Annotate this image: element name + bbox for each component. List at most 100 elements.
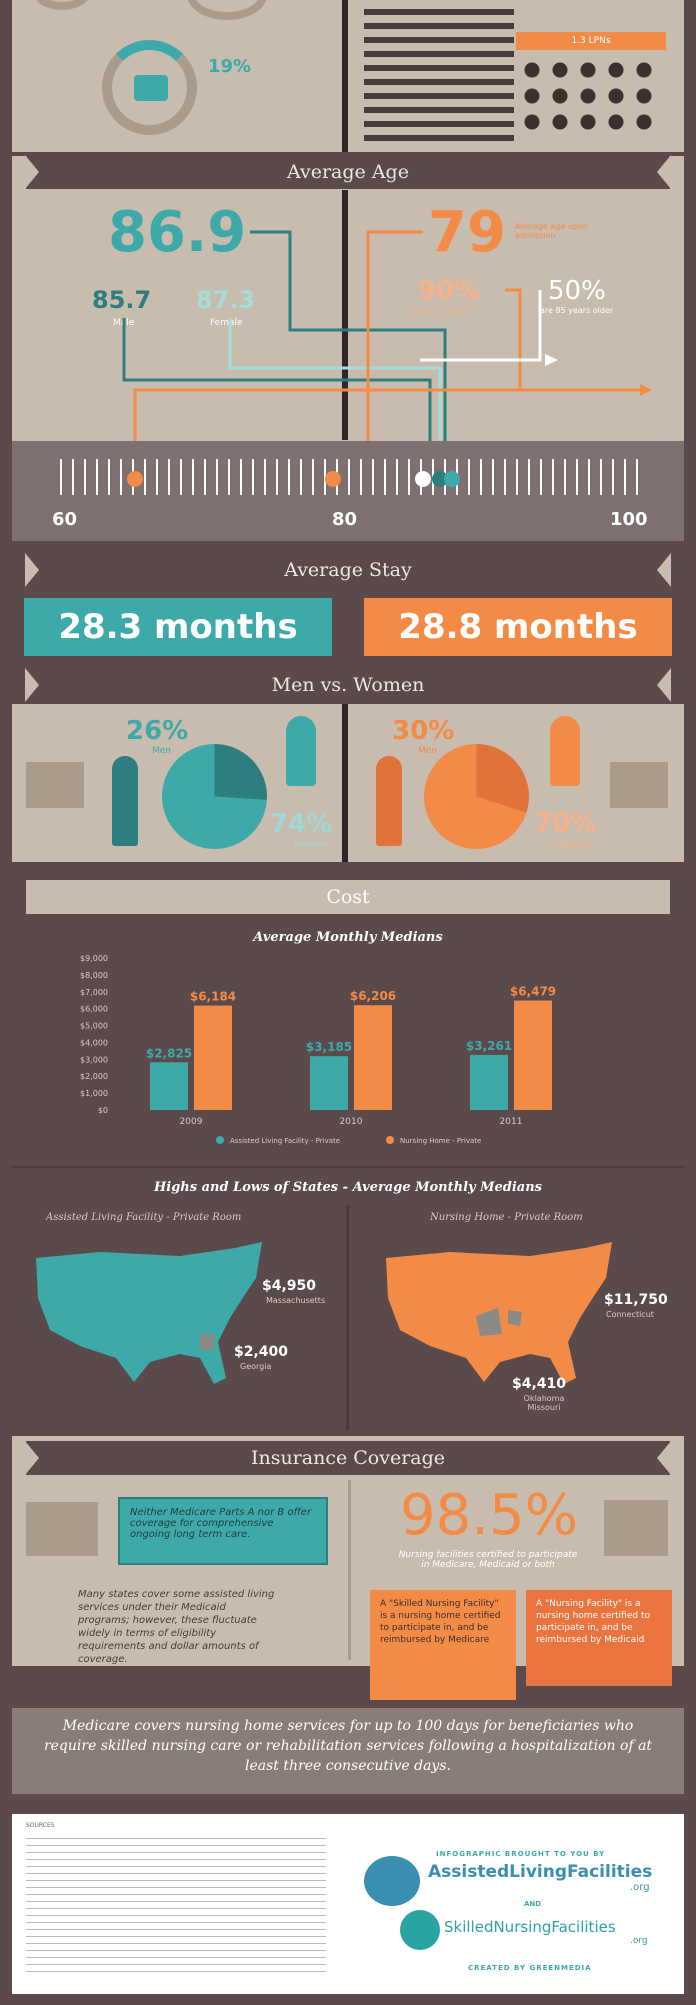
marker-overall — [444, 471, 460, 487]
big-pct-label: Nursing facilities certified to particip… — [398, 1550, 578, 1570]
big-pct: 98.5% — [400, 1483, 578, 1548]
age-50pct-label: are 85 years older — [540, 306, 614, 315]
insurance-title: Insurance Coverage — [25, 1441, 671, 1475]
stay-left: 28.3 months — [24, 598, 332, 656]
building-icon — [26, 1502, 98, 1556]
medicare-note: Neither Medicare Parts A nor B offer cov… — [118, 1497, 328, 1565]
brand2: SkilledNursingFacilities — [444, 1918, 616, 1936]
left-women-label: Women — [294, 840, 328, 850]
sources-list — [26, 1834, 326, 1972]
left-high-value: $4,950 — [262, 1278, 317, 1294]
legend-label: Assisted Living Facility - Private — [230, 1137, 340, 1145]
legend-swatch — [216, 1136, 224, 1144]
donut-19pct — [102, 40, 197, 135]
legend-label: Nursing Home - Private — [400, 1137, 481, 1145]
x-tick-label: 2010 — [340, 1117, 363, 1127]
ruler-label-60: 60 — [52, 509, 78, 530]
woman-icon — [550, 716, 580, 786]
map-right-label: Nursing Home - Private Room — [430, 1212, 583, 1223]
left-high-state: Massachusetts — [266, 1296, 326, 1305]
bar-value-label: $2,825 — [146, 1046, 192, 1060]
man-icon — [112, 756, 138, 846]
medicare-banner: Medicare covers nursing home services fo… — [43, 1718, 653, 1774]
y-tick-label: $4,000 — [80, 1038, 108, 1047]
left-men-pct: 26% — [126, 716, 189, 746]
brand1: AssistedLivingFacilities — [428, 1862, 653, 1882]
right-high-value: $11,750 — [604, 1292, 668, 1308]
map-left-label: Assisted Living Facility - Private Room — [46, 1212, 242, 1223]
left-pie — [162, 744, 267, 849]
cost-title: Cost — [26, 880, 670, 914]
age-90pct-label: are 65 or older — [408, 306, 468, 315]
nurse-icons-grid — [522, 60, 662, 138]
right-low-value: $4,410 — [512, 1376, 567, 1392]
divider — [342, 190, 348, 440]
map-assisted-living — [36, 1242, 262, 1384]
age-right-main: 79 — [428, 200, 506, 265]
left-women-pct: 74% — [270, 809, 333, 839]
divider-line — [12, 1166, 684, 1168]
woman-icon — [286, 716, 316, 786]
states-note: Many states cover some assisted living s… — [78, 1589, 275, 1665]
medicare-banner-bg — [12, 1708, 684, 1794]
age-90pct: 90% — [418, 276, 481, 306]
stay-right: 28.8 months — [364, 598, 672, 656]
divider — [342, 704, 348, 862]
bar — [194, 1005, 232, 1110]
age-connector-lines — [122, 230, 652, 480]
y-tick-label: $6,000 — [80, 1005, 108, 1014]
right-women-label: Women — [558, 840, 592, 850]
y-tick-label: $8,000 — [80, 971, 108, 980]
divider — [342, 0, 348, 152]
right-men-label: Men — [418, 746, 438, 756]
lpn-pill: 1.3 LPNs — [516, 32, 666, 50]
skilled-nursing-logo-icon — [400, 1910, 440, 1950]
y-tick-label: $2,000 — [80, 1072, 108, 1081]
bar-value-label: $6,206 — [350, 989, 396, 1003]
bar-value-label: $6,184 — [190, 990, 236, 1004]
stay-title: Average Stay — [25, 553, 671, 587]
ruler-label-100: 100 — [610, 509, 648, 530]
left-men-label: Men — [152, 746, 172, 756]
divider — [346, 1205, 349, 1430]
bar — [150, 1062, 188, 1110]
y-tick-label: $3,000 — [80, 1055, 108, 1064]
y-tick-label: $5,000 — [80, 1022, 108, 1031]
marker-50pct — [415, 471, 431, 487]
y-tick-label: $1,000 — [80, 1089, 108, 1098]
age-title: Average Age — [25, 155, 671, 189]
left-low-value: $2,400 — [234, 1344, 289, 1360]
gender-right-panel: 30% Men 70% Women — [348, 704, 684, 862]
ruler-label-80: 80 — [332, 509, 358, 530]
age-right-main-label: Average age upon admission — [515, 222, 588, 240]
age-female: 87.3 — [196, 286, 256, 314]
right-women-pct: 70% — [534, 809, 597, 839]
y-tick-label: $7,000 — [80, 988, 108, 997]
marker-65 — [127, 471, 143, 487]
map-nursing-home — [386, 1242, 612, 1384]
age-ruler: 60 80 100 — [12, 441, 684, 541]
ring-icon — [32, 0, 92, 10]
nf-box: A "Nursing Facility" is a nursing home c… — [526, 1590, 672, 1686]
gender-left-panel: 26% Men 74% Women — [12, 704, 342, 862]
building-icon — [610, 762, 668, 808]
stat-pct: 19% — [208, 56, 252, 77]
sources-label: SOURCES — [26, 1822, 55, 1829]
and-label: AND — [524, 1900, 542, 1908]
bar-value-label: $3,185 — [306, 1040, 352, 1054]
bar — [470, 1054, 508, 1110]
top-right-panel: 1.3 LPNs — [348, 0, 684, 152]
created-by: CREATED BY GREENMEDIA — [468, 1964, 592, 1972]
divider — [348, 1480, 351, 1660]
bar — [514, 1000, 552, 1110]
building-icon — [26, 762, 84, 808]
bar — [310, 1056, 348, 1110]
right-pie — [424, 744, 529, 849]
ring-icon — [187, 0, 267, 20]
x-tick-label: 2011 — [500, 1117, 523, 1127]
briefcase-icon — [134, 75, 168, 101]
cost-bar-chart: $9,000 $8,000 $7,000 $6,000 $5,000 $4,000 $3,0… — [80, 954, 556, 1145]
map-title: Highs and Lows of States - Average Month… — [153, 1180, 542, 1195]
x-tick-label: 2009 — [180, 1117, 203, 1127]
